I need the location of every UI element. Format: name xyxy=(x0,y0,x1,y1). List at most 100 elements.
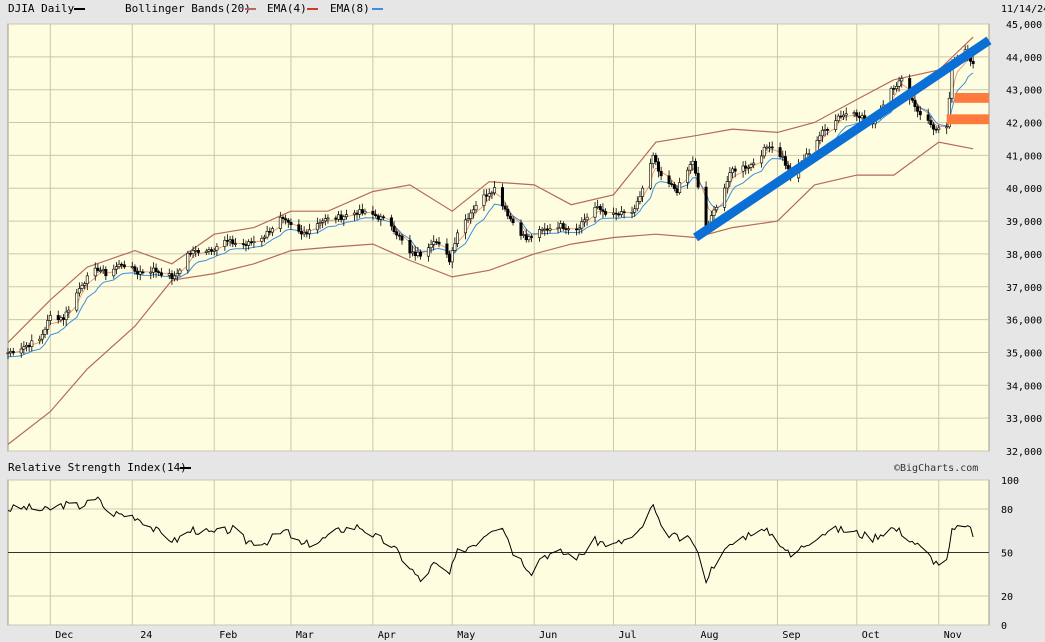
candle-body xyxy=(136,271,140,275)
candle-body xyxy=(9,351,13,354)
candle-body xyxy=(641,187,645,197)
candle-body xyxy=(228,239,232,242)
candle-body xyxy=(971,61,975,65)
candle-body xyxy=(768,146,772,149)
candle-body xyxy=(540,229,544,231)
candle-body xyxy=(519,222,523,236)
candle-body xyxy=(839,115,843,118)
candle-body xyxy=(167,273,171,276)
x-tick-label: Jun xyxy=(539,630,557,641)
candle-body xyxy=(543,228,547,231)
candle-body xyxy=(360,209,364,214)
candle-body xyxy=(593,207,597,218)
candle-body xyxy=(85,275,89,284)
candle-body xyxy=(225,240,229,242)
candle-body xyxy=(326,217,330,220)
candle-body xyxy=(210,249,214,252)
candle-body xyxy=(752,162,756,166)
candle-body xyxy=(723,187,727,208)
candle-body xyxy=(506,208,510,217)
candle-body xyxy=(138,271,142,275)
candle-body xyxy=(659,170,663,177)
x-tick-label: Jul xyxy=(618,630,636,641)
candle-body xyxy=(852,112,856,115)
candle-body xyxy=(305,232,309,234)
candle-body xyxy=(344,214,348,217)
candle-body xyxy=(527,236,531,241)
candle-body xyxy=(426,247,430,257)
candle-body xyxy=(270,228,274,233)
candle-body xyxy=(339,214,343,220)
candle-body xyxy=(746,167,750,169)
candle-body xyxy=(667,175,671,184)
candle-body xyxy=(445,243,449,255)
candle-body xyxy=(823,129,827,131)
candle-body xyxy=(151,267,155,273)
rsi-label: Relative Strength Index(14) xyxy=(8,461,187,474)
candle-body xyxy=(601,209,605,212)
candle-body xyxy=(99,270,103,272)
candle-body xyxy=(860,115,864,119)
x-tick-label: Nov xyxy=(944,630,962,641)
candle-body xyxy=(556,227,560,230)
candle-body xyxy=(474,205,478,211)
candle-body xyxy=(260,237,264,242)
candle-body xyxy=(117,263,121,267)
candle-body xyxy=(934,128,938,131)
candle-body xyxy=(413,251,417,256)
candle-body xyxy=(64,311,68,320)
candle-body xyxy=(844,113,848,116)
candle-body xyxy=(604,211,608,215)
candle-body xyxy=(567,228,571,231)
candle-body xyxy=(114,266,118,270)
candle-body xyxy=(173,275,177,280)
candle-body xyxy=(397,234,401,237)
candle-body xyxy=(38,338,42,342)
candle-body xyxy=(892,88,896,90)
candle-body xyxy=(352,212,356,215)
candle-body xyxy=(691,160,695,165)
candle-body xyxy=(524,234,528,241)
candle-body xyxy=(638,196,642,202)
candle-body xyxy=(62,317,66,320)
rsi-y-tick-label: 0 xyxy=(1001,621,1007,632)
candle-body xyxy=(376,215,380,220)
price-y-tick-label: 33,000 xyxy=(1006,414,1042,425)
candle-body xyxy=(395,231,399,236)
candle-body xyxy=(262,236,266,239)
candle-body xyxy=(318,222,322,224)
candle-body xyxy=(27,344,31,347)
candle-body xyxy=(268,231,272,233)
candle-body xyxy=(77,288,81,294)
price-y-tick-label: 37,000 xyxy=(1006,283,1042,294)
candle-body xyxy=(112,268,116,277)
candle-body xyxy=(704,186,708,232)
candle-body xyxy=(149,271,153,274)
bigcharts-credit: ©BigCharts.com xyxy=(894,463,978,474)
candle-body xyxy=(289,221,293,225)
ema8-label: EMA(8) xyxy=(330,2,370,15)
candle-body xyxy=(25,344,29,348)
candle-body xyxy=(43,328,47,335)
candle-body xyxy=(783,156,787,166)
candle-body xyxy=(429,244,433,249)
candle-body xyxy=(696,172,700,188)
candle-body xyxy=(154,267,158,272)
candle-body xyxy=(284,218,288,221)
price-grid xyxy=(8,23,989,452)
candle-body xyxy=(596,206,600,208)
price-y-tick-label: 42,000 xyxy=(1006,119,1042,130)
bollinger-legend-swatch xyxy=(245,8,256,10)
candle-body xyxy=(416,251,420,256)
candle-body xyxy=(323,218,327,222)
candle-body xyxy=(749,164,753,168)
candle-body xyxy=(75,292,79,311)
candle-body xyxy=(463,219,467,234)
candle-body xyxy=(612,212,616,215)
candle-body xyxy=(744,165,748,169)
candle-body xyxy=(46,320,50,330)
candle-body xyxy=(635,201,639,210)
candle-body xyxy=(741,165,745,172)
candle-body xyxy=(342,216,346,220)
rsi-legend-swatch xyxy=(180,467,191,469)
